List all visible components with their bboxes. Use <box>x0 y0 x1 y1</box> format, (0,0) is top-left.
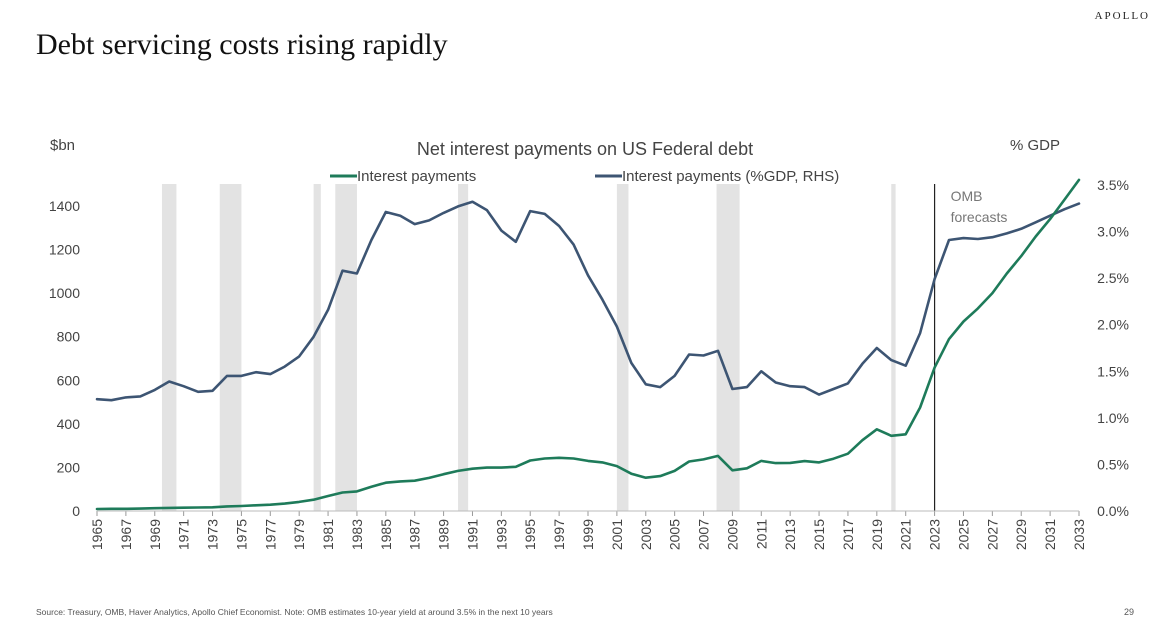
page-title: Debt servicing costs rising rapidly <box>36 28 448 61</box>
y2-tick-label: 1.0% <box>1097 410 1129 426</box>
page-number: 29 <box>1123 607 1134 617</box>
x-tick-label: 1997 <box>551 519 567 550</box>
recession-band-1 <box>219 184 242 511</box>
y2-tick-label: 1.5% <box>1097 363 1129 379</box>
x-tick-label: 2021 <box>898 519 914 550</box>
y-tick-label: 600 <box>57 372 81 388</box>
legend-label-interest: Interest payments <box>357 168 476 185</box>
x-tick-label: 2031 <box>1042 519 1058 550</box>
x-tick-label: 1999 <box>580 519 596 550</box>
x-tick-label: 1993 <box>493 519 509 550</box>
y2-axis-ticks: 0.0% 0.5% 1.0% 1.5% 2.0% 2.5% 3.0% 3.5% <box>1097 177 1129 519</box>
x-tick-label: 2003 <box>638 519 654 550</box>
recession-band-7 <box>891 184 896 511</box>
y2-tick-label: 2.0% <box>1097 317 1129 333</box>
x-tick-label: 1977 <box>262 519 278 550</box>
x-tick-label: 1991 <box>464 519 480 550</box>
y-tick-label: 1200 <box>49 242 80 258</box>
x-tick-label: 2007 <box>696 519 712 550</box>
x-tick-label: 2027 <box>984 519 1000 550</box>
forecast-label-line2: forecasts <box>951 209 1008 225</box>
x-tick-label: 2009 <box>724 519 740 550</box>
y-tick-label: 1000 <box>49 285 80 301</box>
chart-title: Net interest payments on US Federal debt <box>417 139 753 159</box>
x-tick-label: 2019 <box>869 519 885 550</box>
recession-band-5 <box>616 184 629 511</box>
y-tick-label: 800 <box>57 329 81 345</box>
x-tick-label: 1981 <box>320 519 336 550</box>
recession-band-0 <box>161 184 177 511</box>
y2-tick-label: 0.5% <box>1097 456 1129 472</box>
y-tick-label: 1400 <box>49 198 80 214</box>
y2-tick-label: 0.0% <box>1097 503 1129 519</box>
footer-source-note: Source: Treasury, OMB, Haver Analytics, … <box>36 607 553 617</box>
x-tick-label: 2017 <box>840 519 856 550</box>
x-tick-label: 2001 <box>609 519 625 550</box>
forecast-label-line1: OMB <box>951 188 983 204</box>
recession-band-4 <box>458 184 469 511</box>
x-tick-label: 2011 <box>753 519 769 549</box>
x-tick-label: 2015 <box>811 519 827 550</box>
y2-tick-label: 3.5% <box>1097 177 1129 193</box>
x-tick-label: 2023 <box>927 519 943 550</box>
y-tick-label: 200 <box>57 459 81 475</box>
x-tick-label: 1987 <box>407 519 423 550</box>
recession-bands <box>161 184 896 511</box>
x-tick-label: 1989 <box>436 519 452 550</box>
x-tick-label: 1973 <box>205 519 221 550</box>
x-tick-label: 1983 <box>349 519 365 550</box>
y2-axis-label: % GDP <box>1010 137 1060 154</box>
recession-band-2 <box>313 184 321 511</box>
x-tick-label: 2025 <box>955 519 971 550</box>
series-line-pct-gdp <box>95 200 1081 402</box>
x-tick-label: 1975 <box>233 519 249 550</box>
x-tick-label: 1979 <box>291 519 307 550</box>
x-axis-ticks: 1965 1967 1969 1971 1973 1975 1977 1979 1981 1983… <box>89 511 1087 550</box>
x-tick-label: 1971 <box>176 519 192 550</box>
y2-tick-label: 2.5% <box>1097 270 1129 286</box>
y-tick-label: 0 <box>72 503 80 519</box>
x-tick-label: 2013 <box>782 519 798 550</box>
x-tick-label: 2005 <box>667 519 683 550</box>
x-tick-label: 1965 <box>89 519 105 550</box>
legend-label-pct-gdp: Interest payments (%GDP, RHS) <box>622 168 839 185</box>
x-tick-label: 1995 <box>522 519 538 550</box>
x-tick-label: 2029 <box>1013 519 1029 550</box>
recession-band-3 <box>335 184 357 511</box>
y-axis-label: $bn <box>50 137 75 154</box>
x-tick-label: 1967 <box>118 519 134 550</box>
y-axis-ticks: 0 200 400 600 800 1000 1200 1400 <box>49 198 80 519</box>
brand-logo: APOLLO <box>1094 10 1150 22</box>
y-tick-label: 400 <box>57 416 81 432</box>
chart-legend: Interest payments Interest payments (%GD… <box>330 168 839 185</box>
x-tick-label: 1969 <box>147 519 163 550</box>
x-tick-label: 2033 <box>1071 519 1087 550</box>
x-tick-label: 1985 <box>378 519 394 550</box>
recession-band-6 <box>716 184 740 511</box>
series-line-interest <box>95 178 1081 511</box>
y2-tick-label: 3.0% <box>1097 224 1129 240</box>
